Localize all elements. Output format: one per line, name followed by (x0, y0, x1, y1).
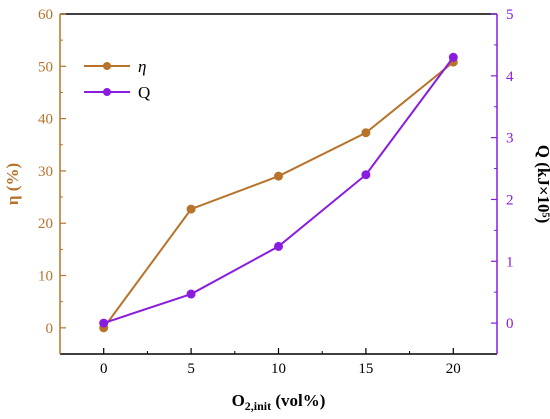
series-line-2 (103, 56, 455, 325)
left-tick-label: 20 (38, 216, 53, 232)
data-point-2 (448, 52, 458, 62)
right-axis-title: Q (kJ×10⁵) (534, 145, 550, 224)
data-point-2 (361, 170, 371, 180)
data-point-1 (274, 171, 283, 181)
series-line-1 (102, 61, 454, 329)
left-tick-label: 30 (38, 164, 53, 180)
left-tick-label: 60 (38, 7, 53, 23)
legend-marker-1 (103, 62, 111, 70)
data-point-2 (274, 241, 283, 251)
data-point-1 (361, 128, 371, 138)
left-tick-label: 10 (38, 269, 53, 285)
x-tick-label: 10 (271, 361, 286, 377)
left-axis-title: η (%) (3, 163, 22, 205)
x-tick-label: 15 (358, 361, 373, 377)
right-tick-label: 5 (506, 7, 514, 23)
legend-marker-2 (103, 88, 111, 96)
right-tick-label: 1 (506, 254, 514, 270)
left-tick-label: 0 (46, 321, 54, 337)
x-axis-title: O2,init (vol%) (232, 391, 326, 413)
left-tick-label: 50 (38, 59, 53, 75)
right-tick-label: 2 (506, 192, 514, 208)
right-tick-label: 3 (506, 131, 514, 147)
right-tick-label: 0 (506, 316, 514, 332)
right-tick-label: 4 (506, 69, 514, 85)
x-tick-label: 0 (100, 361, 108, 377)
x-tick-label: 20 (446, 361, 461, 377)
data-point-2 (186, 289, 196, 299)
legend-label-2: Q (138, 83, 150, 102)
left-tick-label: 40 (38, 112, 53, 128)
data-point-2 (99, 318, 109, 328)
data-point-1 (186, 204, 196, 214)
x-tick-label: 5 (187, 361, 195, 377)
legend-label-1: η (138, 57, 146, 76)
plot-area: 0 5 10 15 20 0 10 20 30 40 50 60 0 1 2 3 4 5 η (%) Q (kJ×10… (3, 7, 550, 413)
